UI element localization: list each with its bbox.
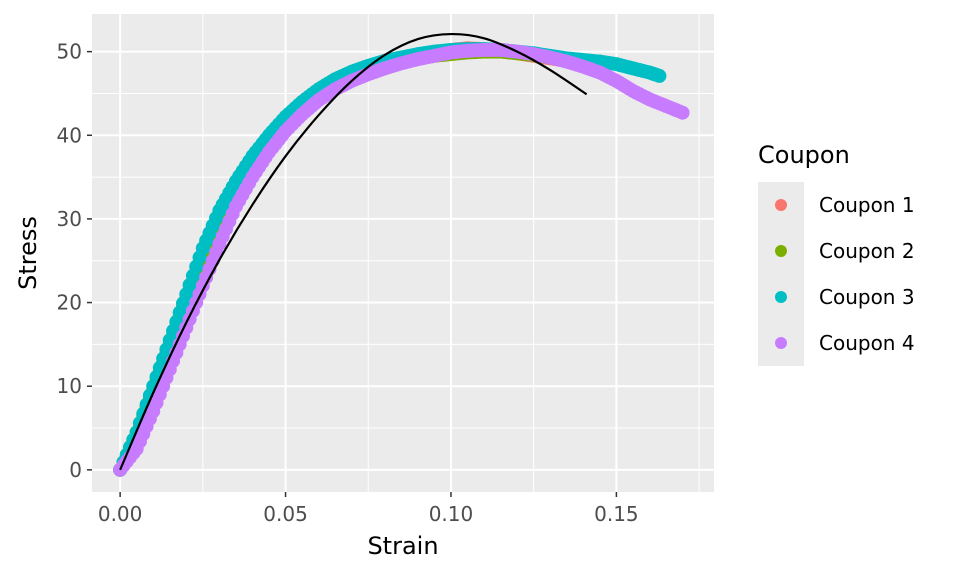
y-axis-title: Stress [14,216,42,290]
data-point [652,68,667,83]
legend-label-3: Coupon 3 [819,285,915,309]
y-tick-label: 10 [57,374,82,398]
legend-label-4: Coupon 4 [819,331,915,355]
data-point [675,105,690,120]
x-tick-label: 0.05 [263,502,308,526]
legend-key-background [758,182,804,366]
y-tick-label: 30 [57,207,82,231]
legend: Coupon Coupon 1 Coupon 2 Coupon 3 Coupon 4 [758,141,915,366]
series-layer [113,41,690,477]
legend-key-1 [775,199,787,211]
y-tick-label: 0 [69,458,82,482]
legend-label-2: Coupon 2 [819,239,915,263]
x-tick-label: 0.15 [594,502,639,526]
legend-items: Coupon 1 Coupon 2 Coupon 3 Coupon 4 [775,193,915,355]
legend-key-3 [775,291,787,303]
y-axis: 0 10 20 30 40 50 [57,40,92,482]
fit-curve [119,32,588,471]
legend-key-2 [775,245,787,257]
x-axis-title: Strain [367,532,438,560]
legend-title: Coupon [758,141,850,169]
x-axis: 0.00 0.05 0.10 0.15 [98,492,639,526]
legend-key-4 [775,337,787,349]
series-coupon-4 [113,42,690,477]
grid-minor [92,14,714,492]
y-tick-label: 50 [57,40,82,64]
fit-line-layer [119,32,588,471]
y-tick-label: 40 [57,123,82,147]
y-tick-label: 20 [57,291,82,315]
x-tick-label: 0.10 [429,502,474,526]
legend-label-1: Coupon 1 [819,193,915,217]
x-tick-label: 0.00 [98,502,143,526]
